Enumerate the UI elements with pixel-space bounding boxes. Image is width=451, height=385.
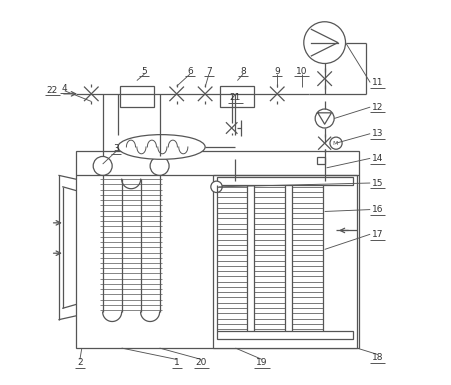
- Bar: [220, 86, 254, 107]
- Text: 3: 3: [113, 144, 119, 153]
- Text: 5: 5: [141, 67, 147, 75]
- Text: 4: 4: [62, 84, 67, 93]
- Text: 13: 13: [371, 129, 383, 138]
- Text: 10: 10: [295, 67, 307, 75]
- Text: 7: 7: [206, 67, 212, 75]
- Text: 19: 19: [256, 358, 267, 367]
- Bar: [120, 86, 153, 107]
- Text: 17: 17: [371, 230, 383, 239]
- Circle shape: [210, 181, 222, 192]
- Text: 2: 2: [77, 358, 83, 367]
- Bar: [316, 157, 325, 164]
- Text: 21: 21: [229, 93, 241, 102]
- Text: M: M: [332, 141, 337, 146]
- Text: 15: 15: [371, 179, 383, 187]
- Text: 12: 12: [371, 103, 382, 112]
- Text: 16: 16: [371, 205, 383, 214]
- Circle shape: [303, 22, 345, 64]
- Bar: [212, 176, 356, 348]
- Text: 11: 11: [371, 78, 383, 87]
- Text: 22: 22: [46, 85, 58, 95]
- Circle shape: [329, 137, 341, 149]
- Circle shape: [93, 156, 112, 176]
- Text: 6: 6: [187, 67, 193, 75]
- Bar: [76, 151, 358, 348]
- Text: 18: 18: [371, 353, 383, 362]
- Bar: [216, 331, 352, 338]
- Text: 9: 9: [274, 67, 280, 75]
- Text: 14: 14: [371, 154, 382, 163]
- Circle shape: [150, 156, 169, 176]
- Bar: [216, 177, 352, 185]
- Circle shape: [314, 109, 333, 128]
- Ellipse shape: [118, 135, 205, 159]
- Text: 8: 8: [239, 67, 245, 75]
- Text: 20: 20: [195, 358, 207, 367]
- Text: 1: 1: [174, 358, 179, 367]
